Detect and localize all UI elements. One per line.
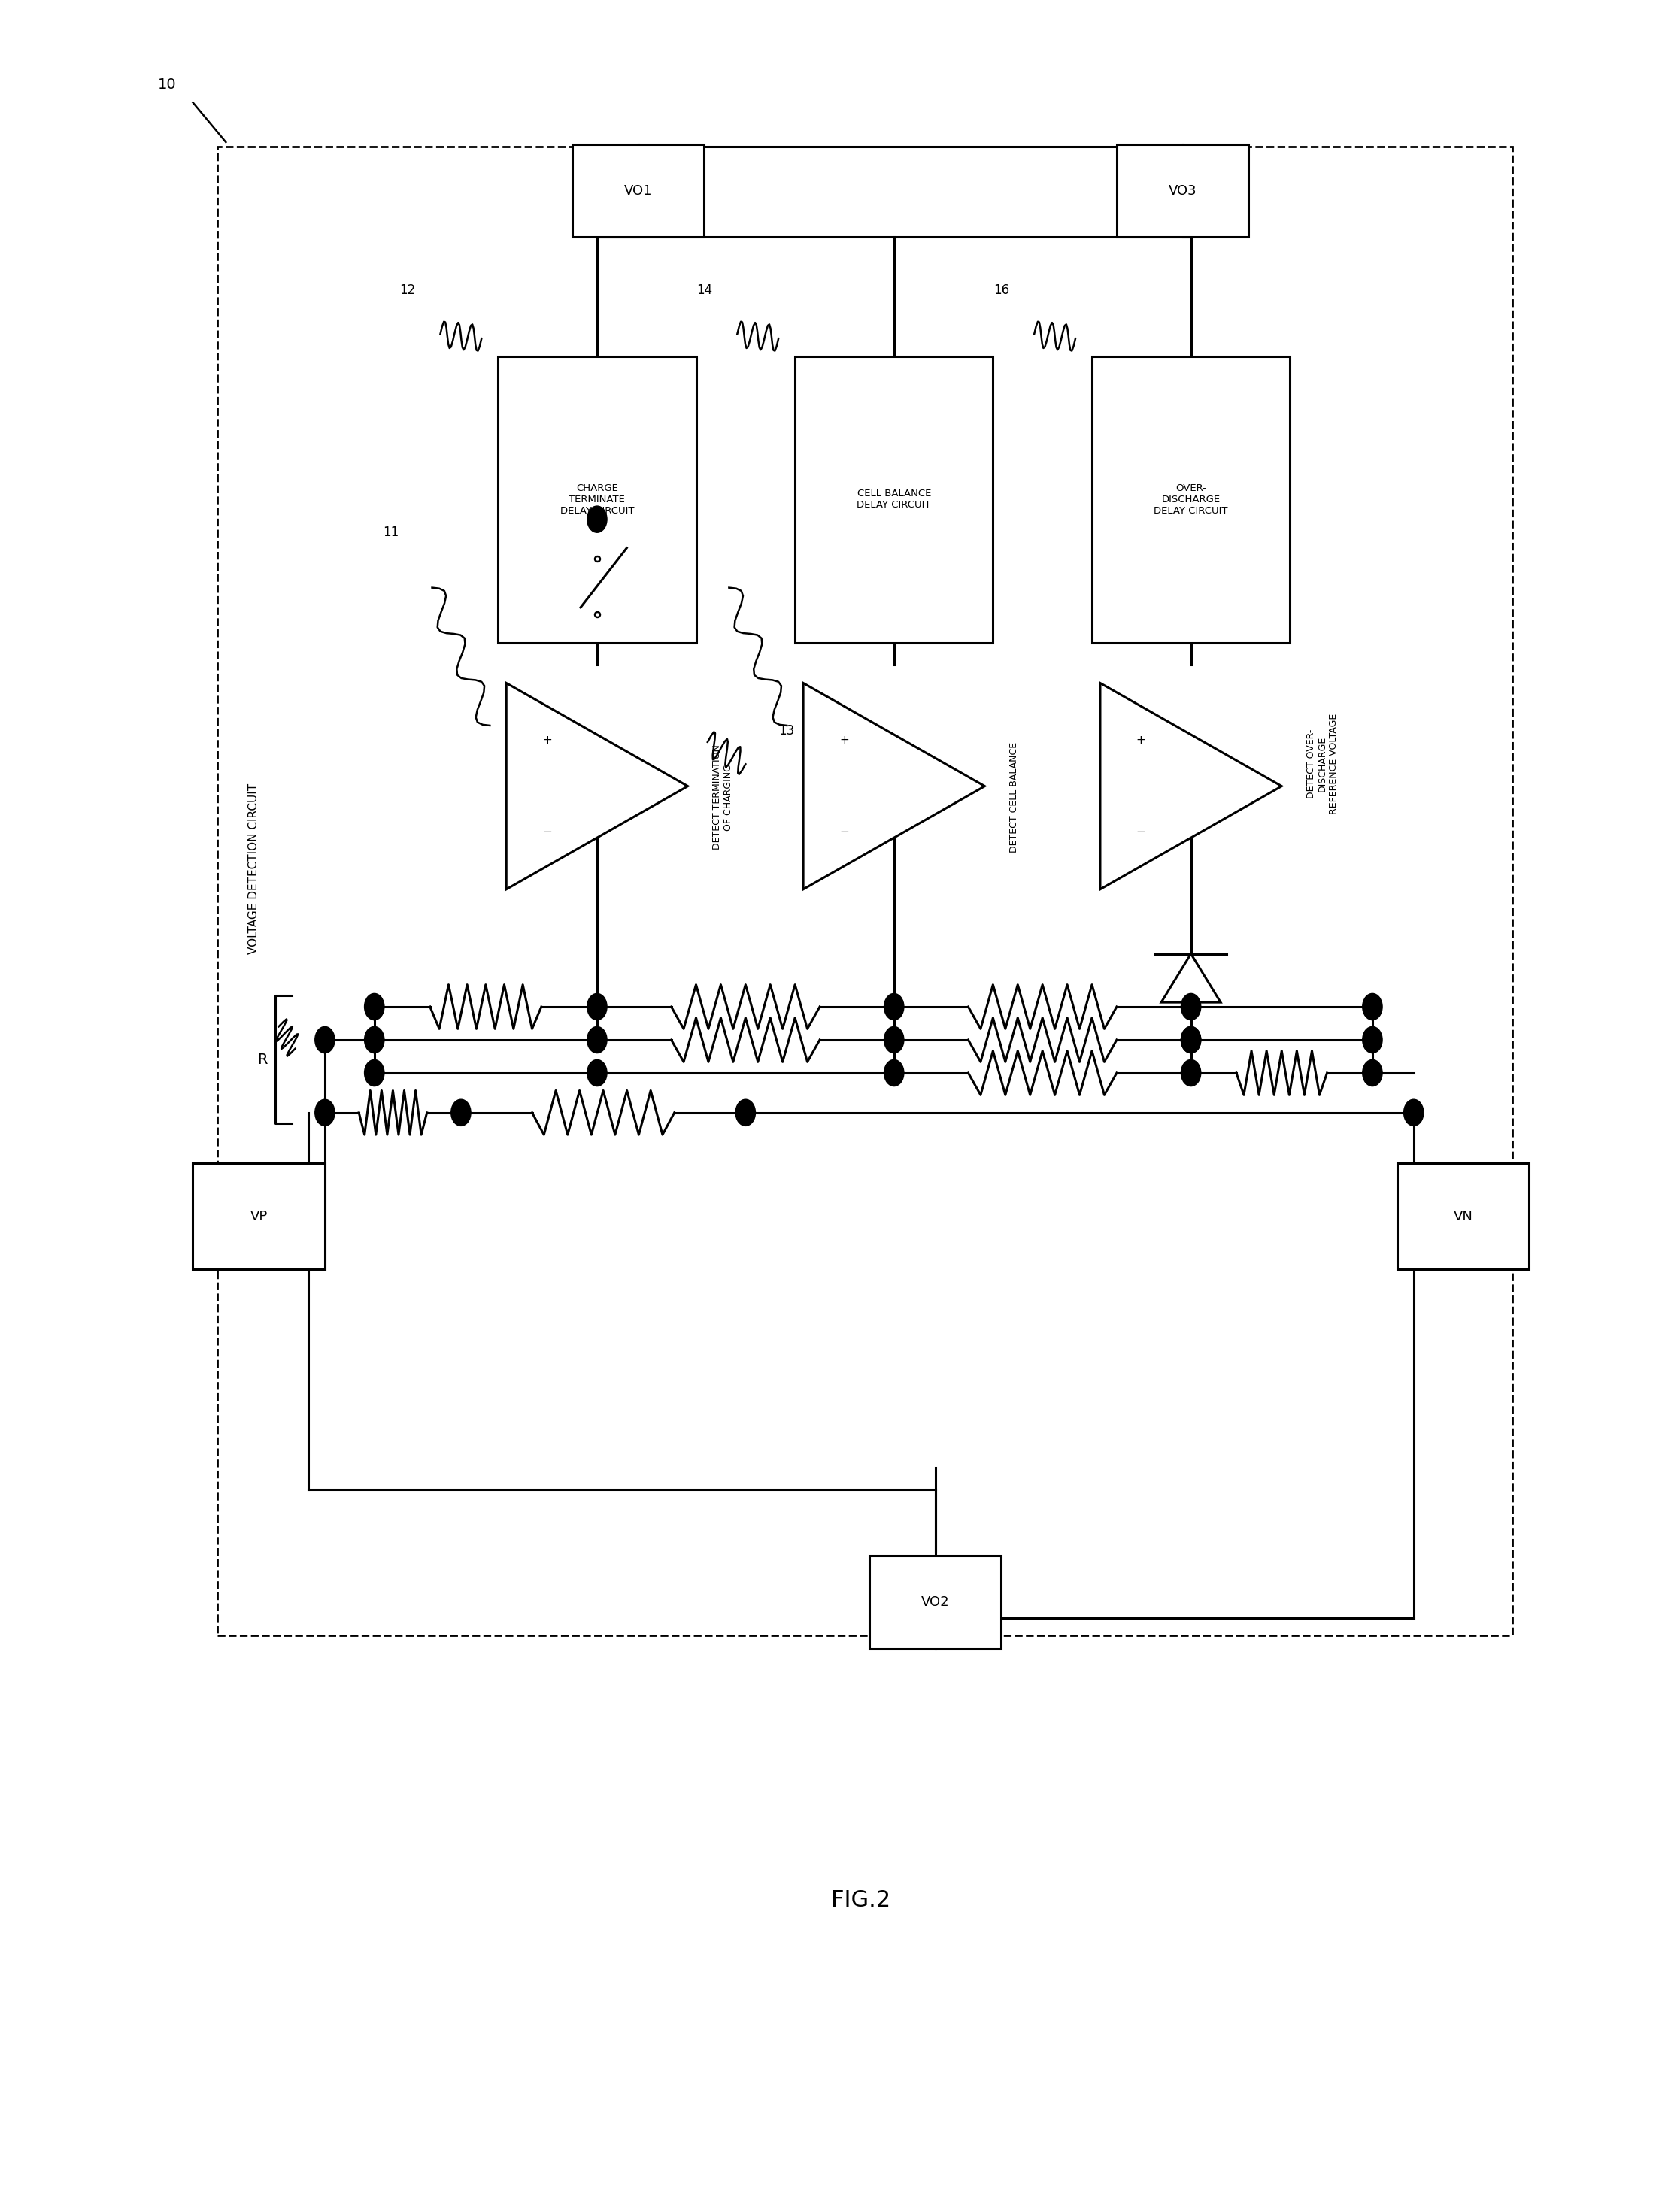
Circle shape — [884, 1060, 904, 1086]
Text: DETECT TERMINATION
OF CHARGING: DETECT TERMINATION OF CHARGING — [712, 745, 734, 849]
Circle shape — [450, 1099, 470, 1126]
Text: 10: 10 — [157, 77, 176, 91]
Text: CELL BALANCE
DELAY CIRCUIT: CELL BALANCE DELAY CIRCUIT — [856, 489, 931, 511]
Text: 15: 15 — [681, 526, 696, 540]
Text: DETECT CELL BALANCE: DETECT CELL BALANCE — [1010, 741, 1018, 852]
Text: VOLTAGE DETECTION CIRCUIT: VOLTAGE DETECTION CIRCUIT — [248, 783, 260, 953]
Text: −: − — [840, 827, 850, 838]
Bar — [869, 1555, 1002, 1648]
Text: CHARGE
TERMINATE
DELAY CIRCUIT: CHARGE TERMINATE DELAY CIRCUIT — [560, 482, 634, 515]
Text: DETECT OVER-
DISCHARGE
REFERENCE VOLTAGE: DETECT OVER- DISCHARGE REFERENCE VOLTAGE — [1307, 714, 1338, 814]
Circle shape — [364, 1026, 384, 1053]
Circle shape — [884, 1026, 904, 1053]
Circle shape — [735, 1099, 755, 1126]
Circle shape — [1363, 1060, 1383, 1086]
Bar — [795, 356, 994, 644]
Circle shape — [1181, 1026, 1201, 1053]
Text: −: − — [1136, 827, 1146, 838]
Circle shape — [364, 993, 384, 1020]
Text: 13: 13 — [778, 723, 795, 739]
Text: VO3: VO3 — [1169, 184, 1197, 197]
Polygon shape — [507, 684, 687, 889]
Text: 16: 16 — [994, 283, 1009, 296]
Circle shape — [1181, 1060, 1201, 1086]
Bar — [1091, 356, 1290, 644]
Circle shape — [588, 507, 608, 533]
Circle shape — [588, 993, 608, 1020]
Bar — [192, 1164, 325, 1270]
Text: VO1: VO1 — [624, 184, 652, 197]
Bar — [217, 146, 1512, 1635]
Polygon shape — [803, 684, 985, 889]
Polygon shape — [1161, 953, 1220, 1002]
Circle shape — [1363, 1026, 1383, 1053]
Text: +: + — [1136, 734, 1146, 745]
Text: VO2: VO2 — [921, 1595, 949, 1608]
Circle shape — [1404, 1099, 1424, 1126]
Text: R: R — [257, 1053, 267, 1066]
Circle shape — [588, 1026, 608, 1053]
Text: FIG.2: FIG.2 — [831, 1889, 891, 1911]
Text: 14: 14 — [696, 283, 712, 296]
Text: OVER-
DISCHARGE
DELAY CIRCUIT: OVER- DISCHARGE DELAY CIRCUIT — [1154, 482, 1229, 515]
Text: +: + — [542, 734, 551, 745]
Circle shape — [1363, 993, 1383, 1020]
Circle shape — [1181, 1026, 1201, 1053]
Text: +: + — [840, 734, 850, 745]
Circle shape — [1181, 993, 1201, 1020]
Circle shape — [315, 1026, 335, 1053]
Bar — [1116, 144, 1249, 237]
Text: 12: 12 — [399, 283, 416, 296]
Text: VN: VN — [1454, 1210, 1472, 1223]
Circle shape — [884, 993, 904, 1020]
Text: 11: 11 — [383, 526, 399, 540]
Circle shape — [364, 1060, 384, 1086]
Polygon shape — [1100, 684, 1282, 889]
Bar — [498, 356, 696, 644]
Bar — [573, 144, 704, 237]
Circle shape — [315, 1099, 335, 1126]
Bar — [1398, 1164, 1528, 1270]
Text: VP: VP — [250, 1210, 268, 1223]
Text: −: − — [542, 827, 551, 838]
Circle shape — [588, 1060, 608, 1086]
